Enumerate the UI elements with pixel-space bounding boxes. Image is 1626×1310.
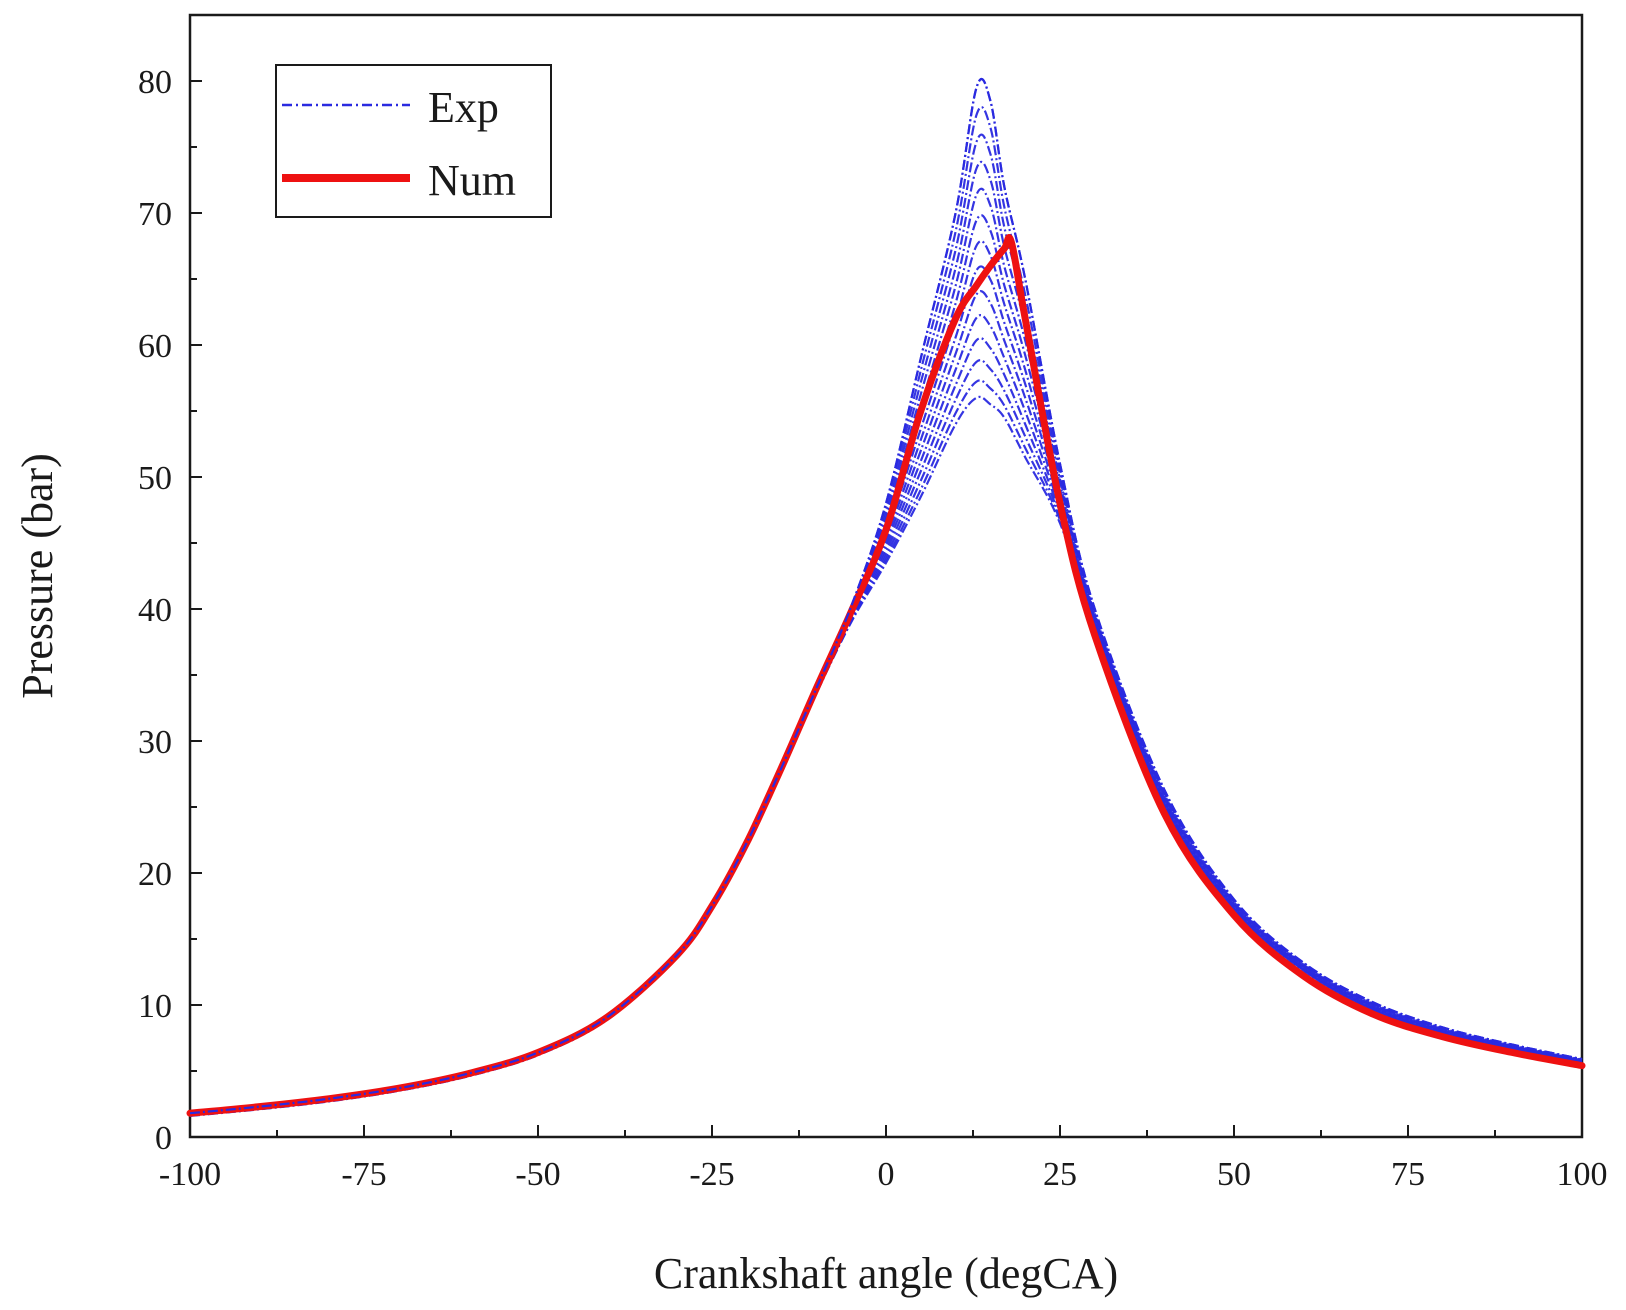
exp-cycle-line: [189, 187, 1583, 1116]
exp-cycle-line: [189, 133, 1583, 1115]
y-tick-label: 0: [155, 1120, 172, 1157]
y-tick-label: 50: [138, 460, 172, 497]
legend-exp-label: Exp: [428, 83, 499, 132]
x-tick-label: 25: [1043, 1156, 1077, 1193]
exp-cycle-line: [189, 214, 1583, 1116]
y-axis-label: Pressure (bar): [13, 453, 62, 699]
y-tick-label: 10: [138, 988, 172, 1025]
x-axis-ticks: -100 -75 -50 -25 0 25 50 75 100: [159, 1125, 1608, 1193]
x-tick-label: 0: [878, 1156, 895, 1193]
num-series-group: [186, 78, 1586, 1117]
exp-cycle-line: [189, 265, 1583, 1116]
exp-cycle-line: [189, 314, 1583, 1117]
y-tick-label: 30: [138, 724, 172, 761]
exp-envelope-upper-line: [189, 78, 1583, 1115]
exp-cycle-line: [189, 78, 1583, 1115]
x-tick-label: -25: [689, 1156, 734, 1193]
exp-cycle-line: [189, 240, 1583, 1116]
y-axis-ticks: 0 10 20 30 40 50 60 70 80: [138, 14, 202, 1157]
y-tick-label: 70: [138, 196, 172, 233]
y-tick-label: 60: [138, 328, 172, 365]
x-tick-label: -100: [159, 1156, 221, 1193]
x-tick-label: 50: [1217, 1156, 1251, 1193]
exp-series-group: [189, 78, 1583, 1117]
x-axis-label: Crankshaft angle (degCA): [654, 1249, 1118, 1298]
y-tick-label: 20: [138, 856, 172, 893]
legend: Exp Num: [275, 64, 552, 218]
legend-box: [275, 64, 552, 218]
y-tick-label: 40: [138, 592, 172, 629]
x-tick-label: -75: [341, 1156, 386, 1193]
num-series-line: [186, 234, 1586, 1117]
x-tick-label: 100: [1557, 1156, 1608, 1193]
exp-cycle-line: [189, 337, 1583, 1117]
legend-num-label: Num: [428, 156, 516, 205]
exp-cycle-line: [189, 106, 1583, 1115]
exp-cycle-line: [189, 290, 1583, 1117]
x-tick-label: 75: [1391, 1156, 1425, 1193]
x-tick-label: -50: [515, 1156, 560, 1193]
exp-cycle-line: [189, 161, 1583, 1115]
y-tick-label: 80: [138, 64, 172, 101]
